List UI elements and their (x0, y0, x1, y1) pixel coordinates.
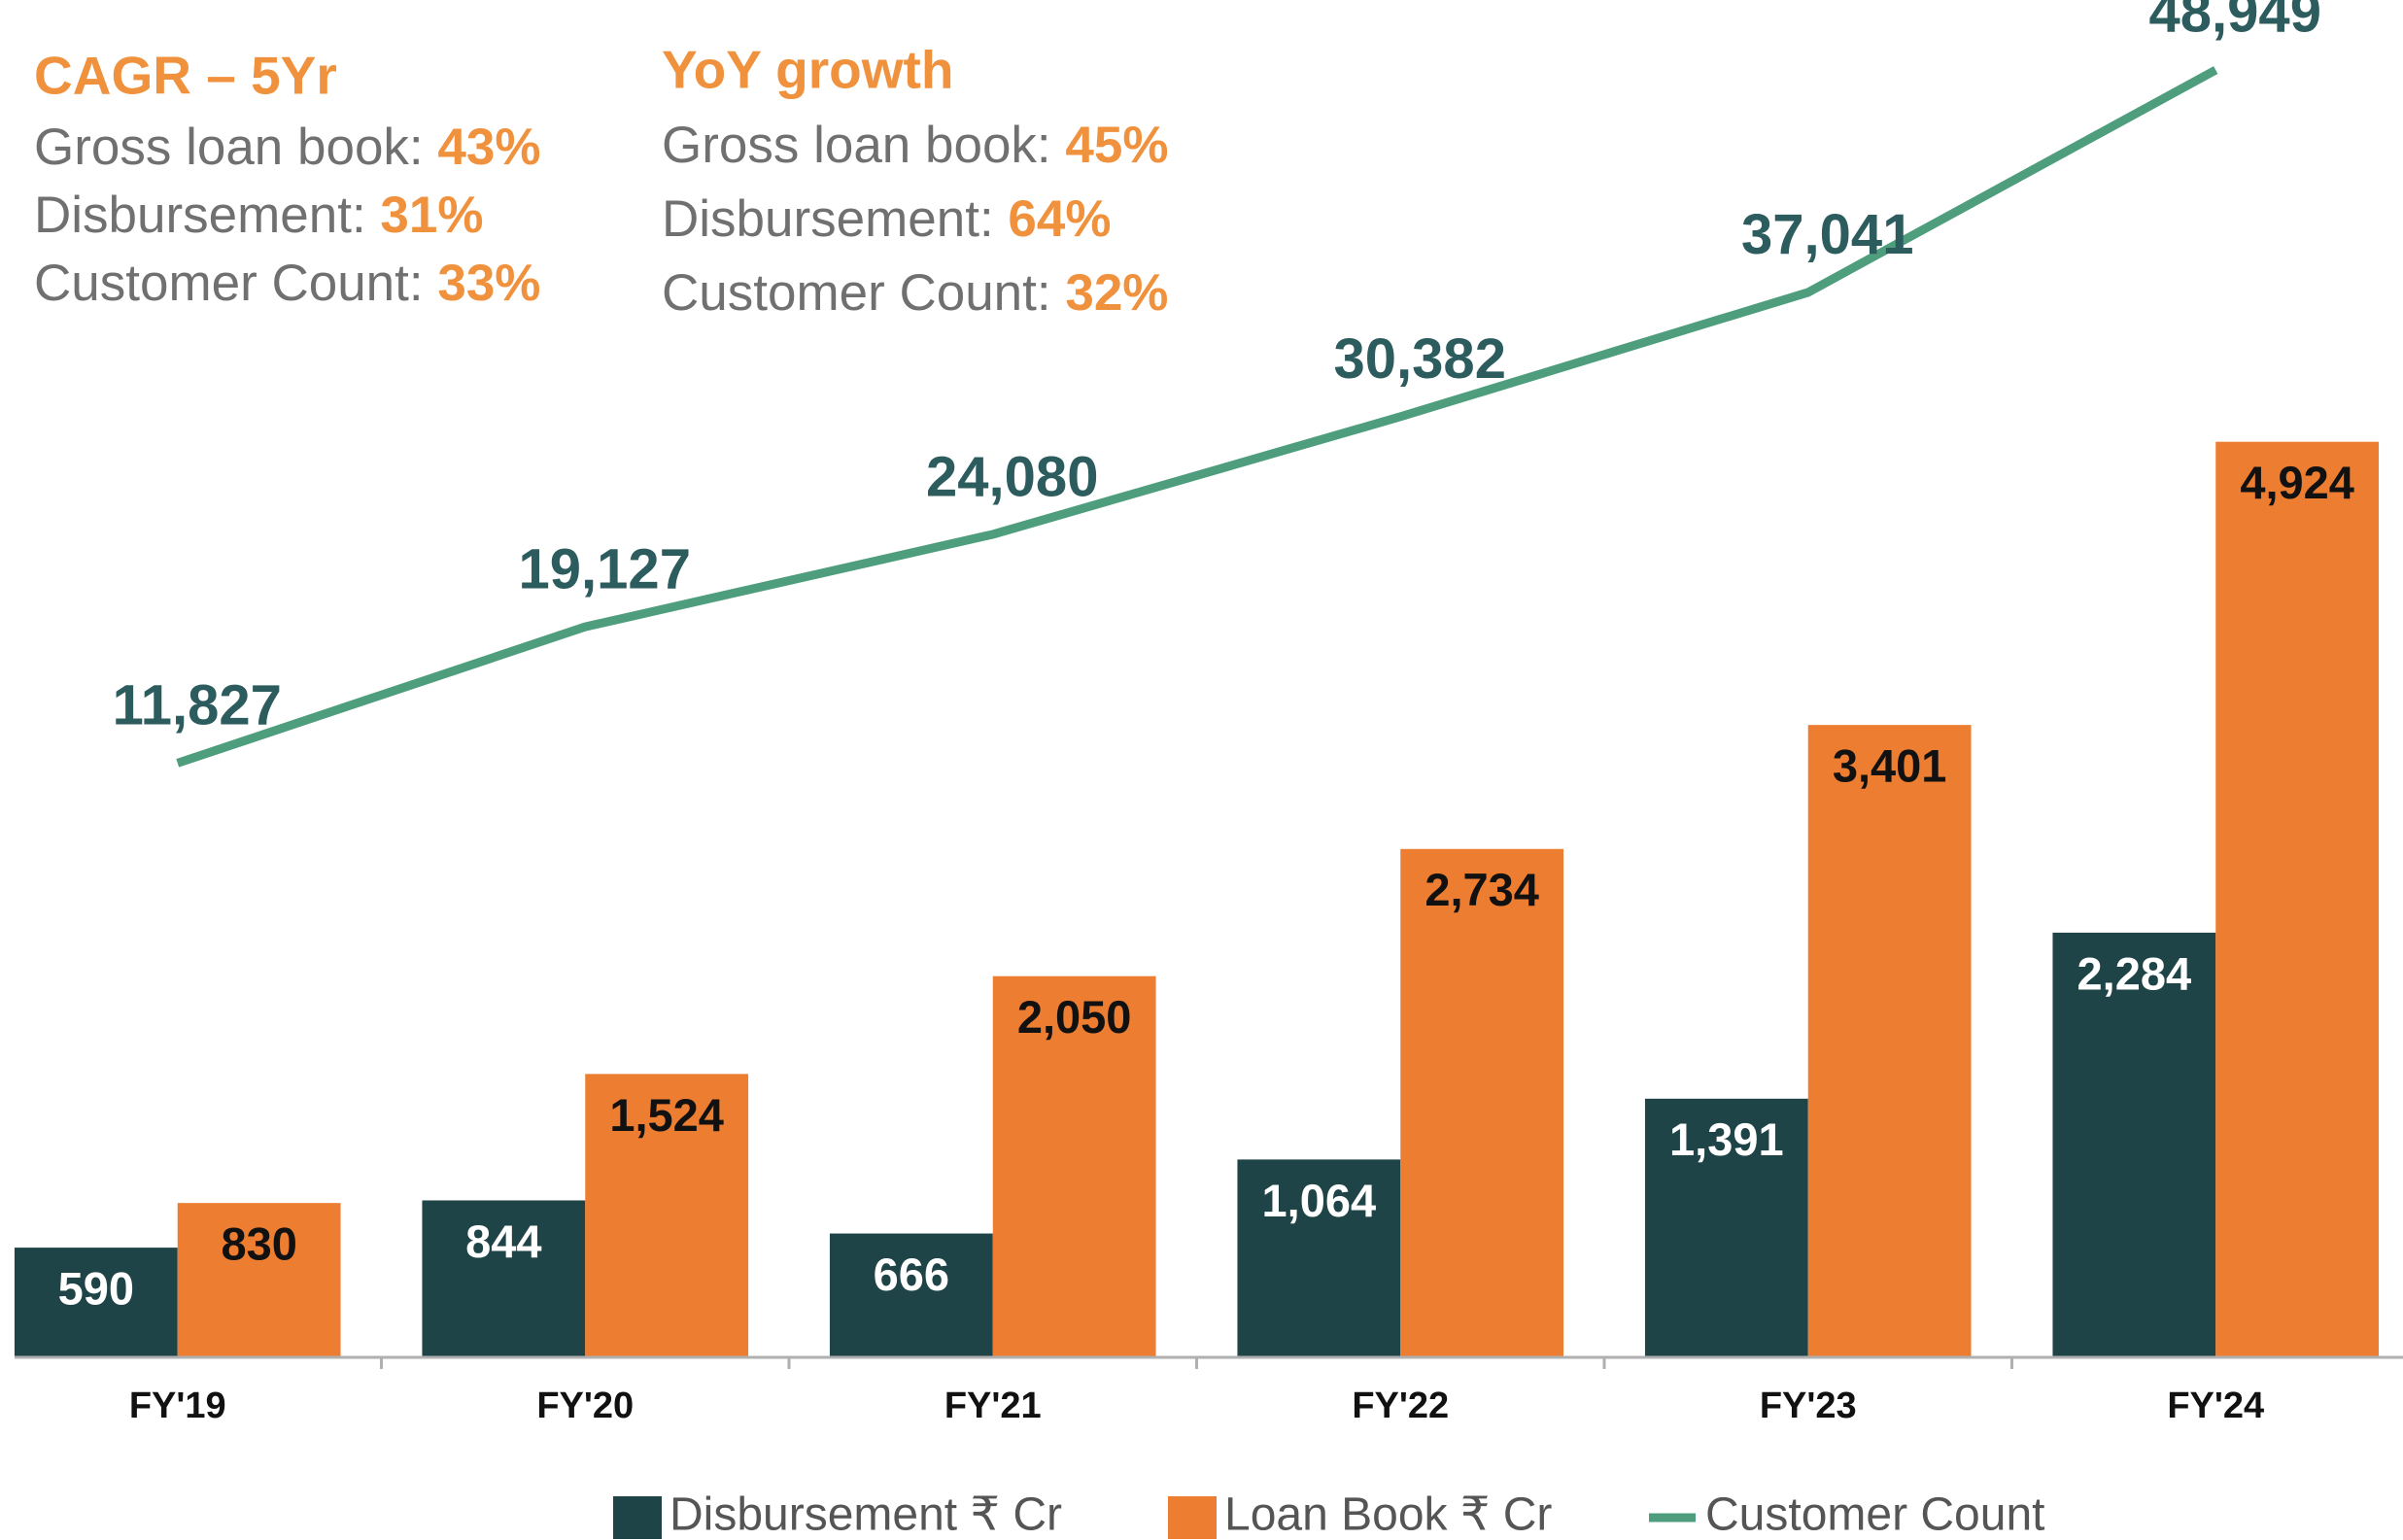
line (176, 66, 2218, 768)
data-label: 844 (465, 1215, 541, 1267)
annotation-label: Customer Count: (662, 264, 1051, 322)
bar (177, 1203, 341, 1357)
annotation-label: Gross loan book: (662, 117, 1051, 174)
annotation-label: Disbursement: (34, 187, 366, 244)
annotation-line: Disbursement: 64% (662, 190, 1112, 248)
line-label: 37,041 (1741, 203, 1913, 266)
x-tick-label: FY'24 (2167, 1386, 2264, 1426)
bar (422, 1200, 586, 1357)
bar (585, 1074, 749, 1357)
bar (1807, 725, 1972, 1357)
legend-label: Customer Count (1705, 1489, 2044, 1540)
annotation-title: YoY growth (662, 40, 953, 100)
annotation-value: 31% (380, 187, 483, 244)
line-label: 48,949 (2149, 0, 2321, 44)
x-tick-label: FY'23 (1760, 1386, 1857, 1426)
data-label: 2,050 (1017, 991, 1132, 1043)
annotation-value: 32% (1065, 264, 1168, 322)
annotation-line: Customer Count: 33% (34, 255, 540, 312)
data-label: 590 (58, 1263, 134, 1315)
data-label: 2,284 (2077, 947, 2192, 999)
bar (2052, 932, 2216, 1357)
annotation-line: Gross loan book: 45% (662, 117, 1168, 174)
data-label: 1,064 (1262, 1175, 1377, 1226)
annotation-value: 43% (437, 119, 540, 176)
bar (829, 1233, 993, 1357)
x-tick-label: FY'22 (1352, 1386, 1449, 1426)
line-label: 11,827 (113, 674, 282, 737)
annotation-title: CAGR – 5Yr (34, 46, 337, 106)
bar (1400, 848, 1564, 1357)
data-label: 2,734 (1425, 864, 1539, 915)
bar (14, 1248, 178, 1357)
bar (1644, 1098, 1808, 1357)
data-label: 3,401 (1833, 740, 1947, 792)
x-tick-label: FY'19 (129, 1386, 226, 1426)
line-label: 19,127 (519, 537, 691, 600)
data-label: 830 (221, 1218, 296, 1270)
annotation-value: 64% (1008, 190, 1111, 248)
bar (1237, 1159, 1401, 1357)
data-label: 1,524 (609, 1089, 724, 1141)
line-label: 24,080 (926, 445, 1098, 508)
data-label: 666 (874, 1249, 949, 1300)
x-tick-label: FY'20 (536, 1386, 634, 1426)
line-label: 30,382 (1334, 327, 1506, 391)
data-label: 1,391 (1669, 1113, 1784, 1165)
legend-swatch (1168, 1496, 1217, 1539)
annotation-value: 45% (1065, 117, 1168, 174)
annotation-line: Disbursement: 31% (34, 187, 484, 244)
annotation-line: Customer Count: 32% (662, 264, 1168, 322)
annotation-label: Customer Count: (34, 255, 424, 312)
annotation-line: Gross loan book: 43% (34, 119, 540, 176)
x-tick-label: FY'21 (944, 1386, 1042, 1426)
legend-label: Loan Book ₹ Cr (1224, 1489, 1552, 1540)
annotation-label: Disbursement: (662, 190, 994, 248)
bar (2215, 441, 2380, 1357)
bar (992, 975, 1156, 1357)
annotation-value: 33% (437, 255, 540, 312)
data-label: 4,924 (2240, 457, 2354, 508)
legend-swatch (613, 1496, 662, 1539)
annotation-label: Gross loan book: (34, 119, 424, 176)
legend-label: Disbursement ₹ Cr (669, 1489, 1062, 1540)
